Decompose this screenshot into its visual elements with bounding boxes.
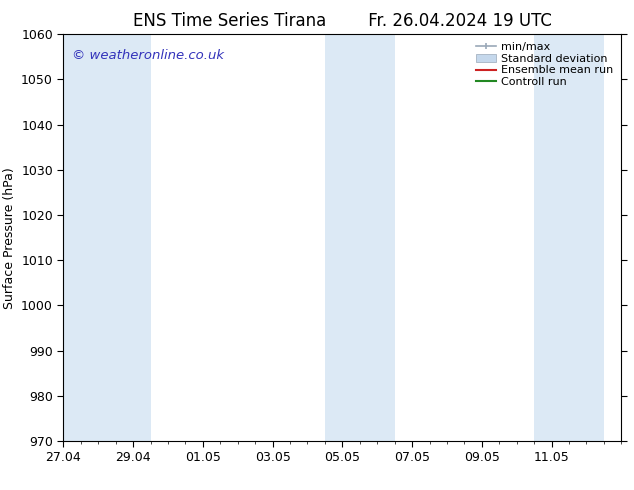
Bar [63, 34, 115, 441]
Legend: min/max, Standard deviation, Ensemble mean run, Controll run: min/max, Standard deviation, Ensemble me… [474, 40, 616, 89]
Text: © weatheronline.co.uk: © weatheronline.co.uk [72, 49, 224, 62]
Y-axis label: Surface Pressure (hPa): Surface Pressure (hPa) [3, 167, 16, 309]
Bar [325, 34, 359, 441]
Bar [569, 34, 604, 441]
Title: ENS Time Series Tirana        Fr. 26.04.2024 19 UTC: ENS Time Series Tirana Fr. 26.04.2024 19… [133, 12, 552, 30]
Bar [359, 34, 394, 441]
Bar [534, 34, 569, 441]
Bar [115, 34, 150, 441]
